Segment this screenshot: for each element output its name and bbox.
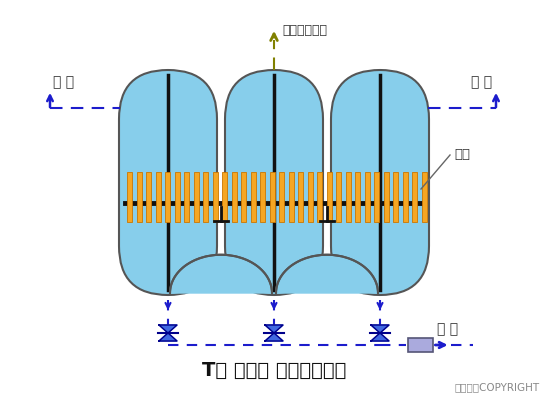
Bar <box>408 338 432 352</box>
Bar <box>412 172 417 222</box>
Text: T型 氧化沟 系统工艺流程: T型 氧化沟 系统工艺流程 <box>202 361 346 380</box>
FancyBboxPatch shape <box>331 70 429 295</box>
Bar <box>136 172 141 222</box>
Polygon shape <box>159 333 177 341</box>
Bar <box>260 172 265 222</box>
FancyBboxPatch shape <box>225 70 323 295</box>
Polygon shape <box>276 255 378 293</box>
Bar <box>307 172 312 222</box>
Bar <box>345 172 351 222</box>
Text: 出 水: 出 水 <box>471 75 493 89</box>
Bar <box>317 172 322 222</box>
Bar <box>279 172 284 222</box>
Bar <box>184 172 189 222</box>
Text: 出 水: 出 水 <box>54 75 75 89</box>
Bar <box>156 172 161 222</box>
Text: 东方仿真COPYRIGHT: 东方仿真COPYRIGHT <box>455 382 540 392</box>
Bar <box>327 172 332 222</box>
Text: 转刷: 转刷 <box>454 148 470 162</box>
Bar <box>203 172 208 222</box>
FancyBboxPatch shape <box>119 70 217 295</box>
Bar <box>165 172 170 222</box>
Bar <box>298 172 303 222</box>
Bar <box>127 172 132 222</box>
Polygon shape <box>371 333 389 341</box>
Bar <box>374 172 379 222</box>
Bar <box>364 172 369 222</box>
Bar <box>336 172 341 222</box>
Bar <box>146 172 151 222</box>
Bar <box>231 172 237 222</box>
Polygon shape <box>265 325 283 333</box>
Bar <box>213 172 218 222</box>
Bar <box>174 172 180 222</box>
Text: 进 水: 进 水 <box>437 322 459 336</box>
Bar <box>270 172 275 222</box>
Bar <box>402 172 408 222</box>
Bar <box>384 172 389 222</box>
Bar <box>222 172 227 222</box>
Polygon shape <box>265 333 283 341</box>
Bar <box>393 172 398 222</box>
Polygon shape <box>159 325 177 333</box>
Polygon shape <box>371 325 389 333</box>
Bar <box>250 172 255 222</box>
Bar <box>421 172 426 222</box>
Bar <box>355 172 360 222</box>
Bar <box>193 172 198 222</box>
Bar <box>288 172 294 222</box>
Polygon shape <box>170 255 272 293</box>
Text: 剩余污泥排放: 剩余污泥排放 <box>282 23 327 37</box>
Bar <box>241 172 246 222</box>
